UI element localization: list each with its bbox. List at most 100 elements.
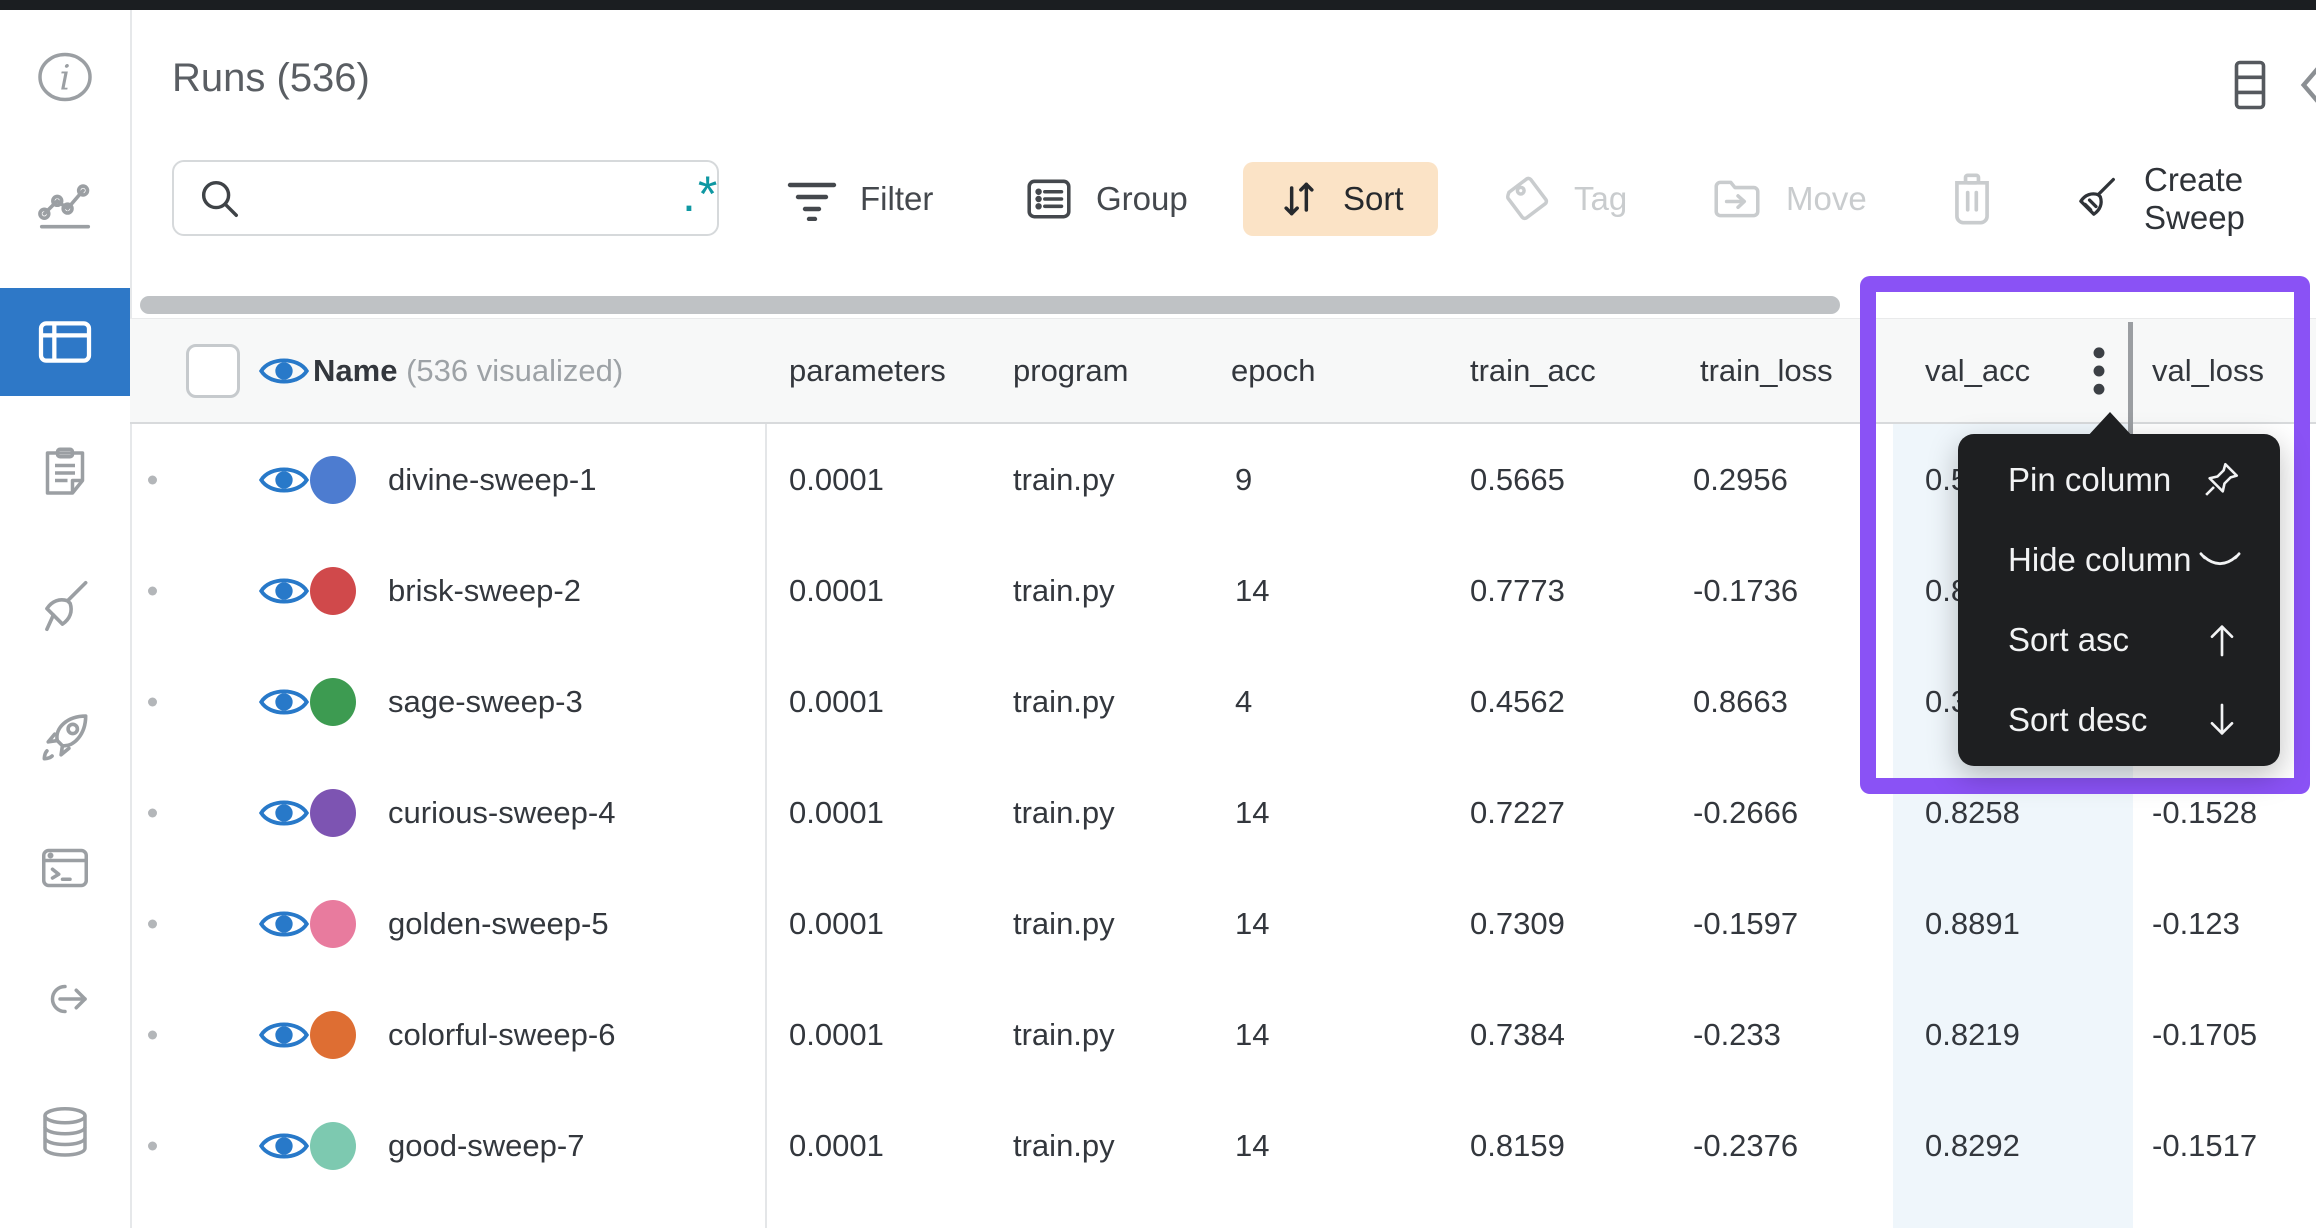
cell-parameters: 0.0001 — [789, 794, 884, 830]
cell-program: train.py — [1013, 1016, 1115, 1052]
run-name-link[interactable]: golden-sweep-5 — [388, 905, 609, 941]
cell-train-acc: 0.8159 — [1470, 1127, 1565, 1163]
table-row[interactable]: colorful-sweep-6 0.0001 train.py 14 0.73… — [130, 979, 2316, 1090]
row-drag-handle[interactable] — [148, 1030, 157, 1039]
row-visibility-eye-icon[interactable] — [258, 460, 310, 500]
column-header-train-acc[interactable]: train_acc — [1470, 352, 1596, 388]
column-menu-kebab-icon[interactable] — [2092, 346, 2106, 396]
row-visibility-eye-icon[interactable] — [258, 793, 310, 833]
visualized-count-badge: (536 visualized) — [406, 352, 624, 388]
cell-program: train.py — [1013, 683, 1115, 719]
visibility-eye-icon[interactable] — [258, 351, 310, 391]
table-row[interactable]: good-sweep-7 0.0001 train.py 14 0.8159 -… — [130, 1090, 2316, 1201]
run-name-link[interactable]: divine-sweep-1 — [388, 461, 597, 497]
sidebar: i — [0, 10, 132, 1228]
run-name-link[interactable]: good-sweep-7 — [388, 1127, 585, 1163]
row-drag-handle[interactable] — [148, 475, 157, 484]
cell-train-acc: 0.5665 — [1470, 461, 1565, 497]
search-input[interactable] — [258, 178, 682, 218]
column-header-program[interactable]: program — [1013, 352, 1129, 388]
cell-val-loss: -0.123 — [2152, 905, 2240, 941]
cell-val-acc: 0.8258 — [1925, 794, 2020, 830]
cell-train-acc: 0.7309 — [1470, 905, 1565, 941]
collapse-chevron-icon[interactable] — [2296, 63, 2316, 107]
group-button[interactable]: Group — [1016, 162, 1196, 236]
select-all-checkbox[interactable] — [186, 343, 240, 398]
cell-train-acc: 0.4562 — [1470, 683, 1565, 719]
terminal-icon[interactable] — [35, 838, 95, 898]
run-name-link[interactable]: brisk-sweep-2 — [388, 572, 581, 608]
tag-label: Tag — [1574, 180, 1628, 217]
column-header-epoch[interactable]: epoch — [1231, 352, 1316, 388]
cell-epoch: 14 — [1235, 794, 1270, 830]
cell-train-loss: 0.8663 — [1693, 683, 1788, 719]
cell-program: train.py — [1013, 905, 1115, 941]
row-visibility-eye-icon[interactable] — [258, 1126, 310, 1166]
notes-icon[interactable] — [35, 443, 95, 503]
menu-item-sort-asc[interactable]: Sort asc — [1958, 600, 2280, 680]
column-header-train-loss[interactable]: train_loss — [1700, 352, 1833, 388]
run-name-link[interactable]: colorful-sweep-6 — [388, 1016, 616, 1052]
row-visibility-eye-icon[interactable] — [258, 682, 310, 722]
run-color-dot — [310, 899, 356, 948]
sweeps-broom-icon[interactable] — [34, 575, 96, 637]
row-visibility-eye-icon[interactable] — [258, 1015, 310, 1055]
delete-button[interactable] — [1938, 162, 2006, 236]
row-drag-handle[interactable] — [148, 586, 157, 595]
table-icon — [33, 310, 97, 374]
column-header-val-loss[interactable]: val_loss — [2152, 352, 2264, 388]
columns-icon[interactable] — [2232, 60, 2268, 110]
horizontal-scrollbar[interactable] — [140, 296, 1840, 314]
run-color-dot — [310, 788, 356, 837]
cell-train-acc: 0.7773 — [1470, 572, 1565, 608]
column-resize-handle[interactable] — [2128, 322, 2133, 456]
launch-rocket-icon[interactable] — [34, 707, 96, 769]
row-drag-handle[interactable] — [148, 1141, 157, 1150]
row-visibility-eye-icon[interactable] — [258, 571, 310, 611]
cell-train-acc: 0.7227 — [1470, 794, 1565, 830]
menu-item-pin-column[interactable]: Pin column — [1958, 440, 2280, 520]
row-drag-handle[interactable] — [148, 919, 157, 928]
move-label: Move — [1786, 180, 1867, 217]
run-color-dot — [310, 1010, 356, 1059]
sort-icon — [1277, 177, 1321, 221]
run-color-dot — [310, 566, 356, 615]
run-name-link[interactable]: sage-sweep-3 — [388, 683, 583, 719]
link-out-icon[interactable] — [35, 969, 95, 1029]
filter-button[interactable]: Filter — [778, 162, 941, 236]
charts-icon[interactable] — [34, 175, 96, 237]
cell-epoch: 14 — [1235, 1016, 1270, 1052]
create-sweep-button[interactable]: Create Sweep — [2062, 161, 2316, 236]
sort-button[interactable]: Sort — [1243, 162, 1438, 236]
row-drag-handle[interactable] — [148, 697, 157, 706]
cell-train-loss: -0.233 — [1693, 1016, 1781, 1052]
table-row[interactable]: curious-sweep-4 0.0001 train.py 14 0.722… — [130, 757, 2316, 868]
cell-train-loss: 0.2956 — [1693, 461, 1788, 497]
cell-parameters: 0.0001 — [789, 461, 884, 497]
run-color-dot — [310, 677, 356, 726]
cell-val-acc: 0.8219 — [1925, 1016, 2020, 1052]
run-name-link[interactable]: curious-sweep-4 — [388, 794, 616, 830]
sidebar-item-table-active[interactable] — [0, 288, 130, 396]
column-header-val-acc[interactable]: val_acc — [1925, 352, 2031, 388]
menu-caret — [2086, 412, 2134, 438]
cell-parameters: 0.0001 — [789, 572, 884, 608]
page-title: Runs (536) — [172, 56, 370, 100]
table-row[interactable]: sage-sweep-3 0.0001 train.py 4 0.4562 0.… — [130, 646, 2316, 757]
database-icon[interactable] — [35, 1102, 95, 1162]
row-drag-handle[interactable] — [148, 808, 157, 817]
tag-button[interactable]: Tag — [1494, 162, 1635, 236]
row-visibility-eye-icon[interactable] — [258, 904, 310, 944]
cell-epoch: 14 — [1235, 1127, 1270, 1163]
menu-item-hide-column[interactable]: Hide column — [1958, 520, 2280, 600]
move-button[interactable]: Move — [1702, 162, 1875, 236]
cell-program: train.py — [1013, 461, 1115, 497]
table-row[interactable]: golden-sweep-5 0.0001 train.py 14 0.7309… — [130, 868, 2316, 979]
info-icon[interactable]: i — [35, 47, 95, 107]
column-header-name[interactable]: Name (536 visualized) — [313, 352, 624, 388]
column-header-parameters[interactable]: parameters — [789, 352, 946, 388]
menu-item-sort-desc[interactable]: Sort desc — [1958, 680, 2280, 760]
cell-parameters: 0.0001 — [789, 905, 884, 941]
search-box[interactable]: .* — [172, 160, 719, 236]
